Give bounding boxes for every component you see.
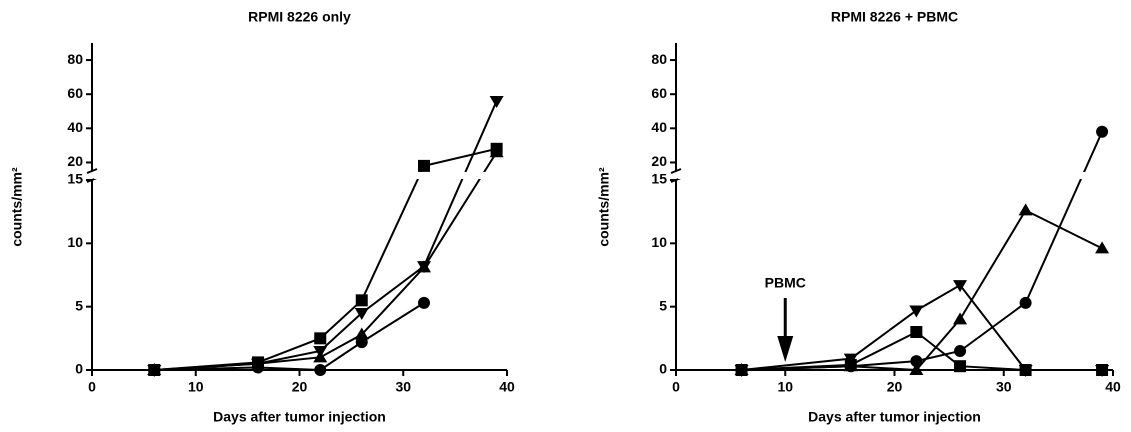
marker: [1096, 125, 1109, 138]
x-tick-label: 20: [292, 379, 308, 395]
marker: [314, 364, 327, 376]
series-line: [154, 147, 497, 371]
x-tick-label: 0: [88, 379, 96, 395]
y-tick-label: 80: [67, 51, 83, 67]
marker: [844, 358, 857, 371]
marker: [354, 308, 369, 320]
y-tick-label: 60: [67, 85, 83, 101]
marker: [148, 364, 161, 376]
marker: [418, 159, 430, 172]
marker: [418, 296, 430, 309]
marker: [909, 363, 924, 375]
series-line: [741, 330, 1103, 371]
axis-break: [86, 168, 98, 174]
marker: [489, 145, 504, 158]
marker: [735, 364, 748, 376]
marker: [417, 260, 431, 273]
y-tick-label: 20: [67, 153, 83, 169]
break-gap: [94, 172, 509, 179]
y-tick-label: 0: [659, 361, 667, 377]
break-gap: [678, 172, 1115, 179]
x-tick-label: 40: [499, 379, 515, 395]
y-tick-label: 20: [651, 153, 667, 169]
y-tick-label: 0: [75, 361, 83, 377]
marker: [954, 345, 967, 357]
marker: [314, 332, 327, 345]
marker: [1019, 296, 1032, 309]
y-tick-label: 5: [75, 297, 83, 313]
y-tick-label: 40: [67, 119, 83, 135]
marker: [910, 355, 923, 368]
marker: [1095, 241, 1110, 254]
marker: [354, 327, 369, 340]
marker: [355, 294, 368, 307]
marker: [953, 312, 968, 325]
y-tick-label: 15: [67, 171, 83, 187]
annotation-arrowhead: [777, 336, 794, 362]
y-tick-label: 60: [651, 85, 667, 101]
marker: [910, 326, 923, 338]
marker: [489, 96, 504, 109]
marker: [954, 360, 967, 373]
x-axis-label: Days after tumor injection: [213, 409, 386, 425]
annotation-text: PBMC: [765, 275, 806, 291]
x-tick-label: 30: [996, 379, 1012, 395]
marker: [1018, 203, 1033, 216]
x-axis-label: Days after tumor injection: [808, 409, 981, 425]
marker: [252, 361, 264, 374]
y-axis-label: counts/mm²: [9, 167, 25, 247]
marker: [909, 305, 924, 318]
marker: [1019, 364, 1032, 376]
marker: [313, 350, 328, 363]
y-tick-label: 10: [651, 234, 667, 250]
y-tick-label: 40: [651, 119, 667, 135]
x-tick-label: 30: [395, 379, 411, 395]
series-line: [154, 151, 498, 371]
marker: [1096, 364, 1109, 376]
y-tick-label: 80: [651, 51, 667, 67]
x-tick-label: 20: [887, 379, 903, 395]
y-tick-label: 5: [659, 297, 667, 313]
series-line: [741, 209, 1103, 372]
chart-title: RPMI 8226 + PBMC: [831, 9, 958, 25]
x-tick-label: 0: [672, 379, 680, 395]
y-axis-label: counts/mm²: [596, 167, 612, 247]
axis-break: [670, 168, 682, 174]
chart-title: RPMI 8226 only: [248, 9, 351, 25]
x-tick-label: 40: [1105, 379, 1121, 395]
marker: [355, 336, 368, 349]
x-tick-label: 10: [188, 379, 204, 395]
marker: [953, 280, 968, 293]
x-tick-label: 10: [777, 379, 793, 395]
y-tick-label: 15: [651, 171, 667, 187]
y-tick-label: 10: [67, 234, 83, 250]
